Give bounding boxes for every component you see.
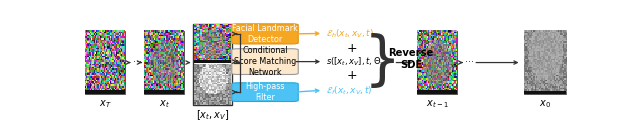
Text: }: }: [364, 33, 401, 90]
Text: $\mathcal{E}_h(x_t, x_V, t)$: $\mathcal{E}_h(x_t, x_V, t)$: [326, 27, 374, 40]
Bar: [524, 31, 566, 94]
Bar: [417, 90, 457, 94]
Text: $x_T$: $x_T$: [99, 98, 111, 110]
Text: Conditional
Score Matching
Network: Conditional Score Matching Network: [234, 46, 296, 77]
Text: ···: ···: [132, 57, 141, 67]
Bar: [145, 90, 184, 94]
FancyBboxPatch shape: [232, 83, 298, 102]
FancyBboxPatch shape: [232, 49, 298, 74]
Text: ···: ···: [465, 57, 474, 67]
Bar: [145, 31, 184, 94]
Bar: [193, 24, 232, 105]
Bar: [417, 31, 457, 94]
Text: $[x_t, x_V]$: $[x_t, x_V]$: [196, 109, 229, 122]
Text: High-pass
Filter: High-pass Filter: [245, 82, 285, 102]
Text: Reverse
SDE: Reverse SDE: [388, 48, 434, 70]
Bar: [524, 91, 566, 94]
Text: $x_{t-1}$: $x_{t-1}$: [426, 98, 449, 110]
Text: $\mathcal{E}_f(x_t, x_V, t)$: $\mathcal{E}_f(x_t, x_V, t)$: [326, 84, 372, 97]
Bar: [85, 31, 125, 94]
Bar: [85, 90, 125, 94]
Text: $x_0$: $x_0$: [539, 98, 551, 110]
Text: $s([x_t, x_V], t, \Theta_s)$: $s([x_t, x_V], t, \Theta_s)$: [326, 55, 387, 68]
Text: +: +: [346, 69, 357, 82]
Text: Facial Landmark
Detector: Facial Landmark Detector: [232, 24, 298, 44]
Text: +: +: [346, 42, 357, 55]
Bar: [194, 60, 231, 63]
FancyBboxPatch shape: [232, 24, 298, 44]
Text: $x_t$: $x_t$: [159, 98, 170, 110]
